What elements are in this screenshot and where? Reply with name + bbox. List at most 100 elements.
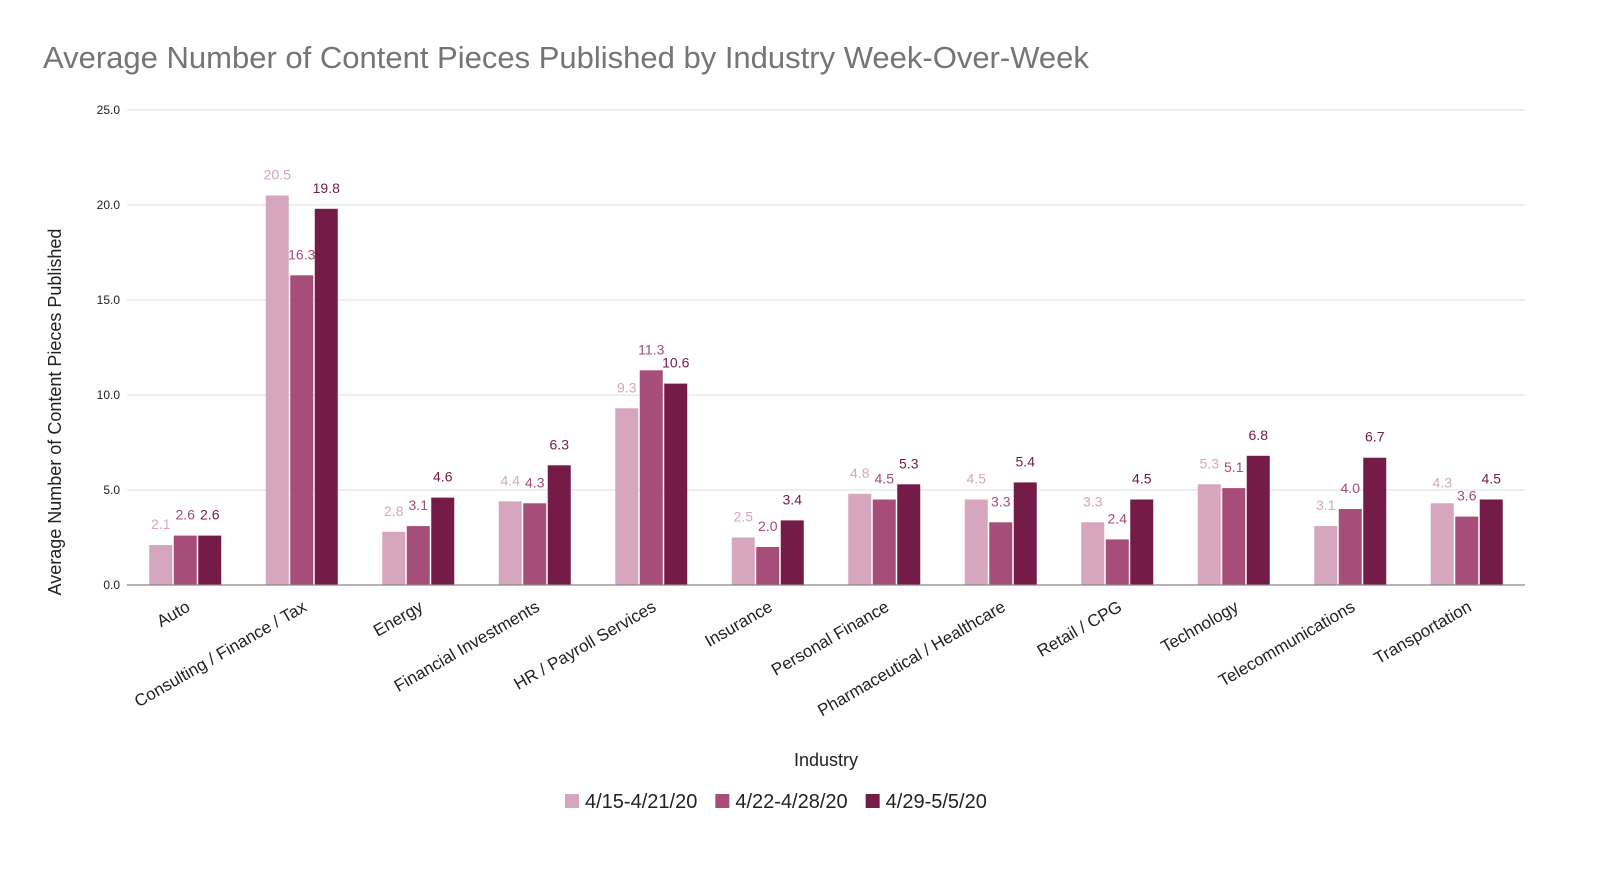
y-tick-label: 5.0 [103,483,120,497]
data-label: 5.1 [1224,459,1244,475]
y-tick-label: 0.0 [103,578,120,592]
x-category-label: Pharmaceutical / Healthcare [814,597,1008,720]
data-label: 2.4 [1108,510,1128,526]
bar [547,465,571,585]
bar [1338,509,1362,585]
y-tick-label: 15.0 [97,293,121,307]
data-label: 2.6 [176,507,196,523]
data-label: 2.8 [384,503,404,519]
data-label: 4.3 [1433,474,1453,490]
bar [198,535,222,585]
bar [1314,526,1338,585]
x-category-label: Transportation [1371,597,1475,668]
data-label: 3.3 [991,493,1011,509]
data-label: 4.4 [501,472,521,488]
bar [964,499,988,585]
bar [290,275,314,585]
bar [314,208,338,586]
data-label: 4.5 [875,471,895,487]
bar [1246,455,1270,585]
bar [406,526,430,585]
bar [1479,499,1503,585]
y-tick-label: 20.0 [97,198,121,212]
data-label: 3.4 [783,491,803,507]
bar [897,484,921,585]
legend-swatch [715,794,730,808]
x-category-label: Energy [370,597,427,641]
data-label: 6.7 [1365,429,1385,445]
chart-title: Average Number of Content Pieces Publish… [43,40,1089,75]
data-label: 6.3 [550,436,570,452]
bar [639,370,663,585]
data-label: 19.8 [313,180,340,196]
y-axis-title: Average Number of Content Pieces Publish… [45,229,65,596]
data-label: 2.5 [734,509,754,525]
bar [382,531,406,585]
x-category-label: Auto [153,597,193,631]
data-label: 4.6 [433,469,453,485]
data-label: 9.3 [617,379,637,395]
bar [1197,484,1221,585]
bar [498,501,522,585]
bar [431,497,455,585]
data-label: 4.5 [1132,471,1152,487]
bar [173,535,197,585]
data-label: 2.0 [758,518,778,534]
bar [1455,516,1479,585]
bar [1105,539,1129,585]
y-tick-label: 25.0 [97,103,121,117]
bar [872,499,896,585]
bar [149,545,173,585]
data-label: 6.8 [1249,427,1269,443]
data-label: 3.1 [409,497,429,513]
y-tick-label: 10.0 [97,388,121,402]
data-label: 16.3 [288,246,315,262]
bar [1081,522,1105,585]
data-label: 3.3 [1083,493,1103,509]
data-label: 5.3 [1200,455,1220,471]
x-category-label: Retail / CPG [1034,597,1125,661]
y-axis-ticks: 0.0 5.0 10.0 15.0 20.0 25.0 [97,103,121,592]
data-label: 10.6 [662,355,689,371]
data-label: 4.8 [850,465,870,481]
bar [989,522,1013,585]
data-label: 3.1 [1316,497,1336,513]
bars [149,195,1503,586]
legend-swatch [865,794,880,808]
data-label: 3.6 [1457,488,1477,504]
bar [780,520,804,585]
data-label: 4.5 [1482,471,1502,487]
bar [523,503,547,585]
bar [265,195,289,585]
bar [664,383,688,585]
legend-swatch [565,794,579,808]
bar [1430,503,1454,585]
x-category-label: Technology [1158,597,1242,657]
legend-label: 4/22-4/28/20 [735,791,847,813]
bar [615,408,639,585]
data-label: 2.1 [151,516,171,532]
bar [1130,499,1154,585]
bar [1363,457,1387,585]
data-label: 4.5 [967,471,987,487]
data-label: 2.6 [200,507,220,523]
data-label: 5.4 [1016,453,1036,469]
data-label: 4.0 [1341,480,1361,496]
data-labels: 2.12.6 2.620.516.319.82.8 3.14.6 4.4 4.36.39… [151,167,1501,535]
x-axis-title: Industry [794,750,858,770]
data-label: 5.3 [899,455,919,471]
bar [731,537,755,585]
bar [848,493,872,585]
gridlines [127,109,1525,491]
data-label: 11.3 [638,341,664,357]
data-label: 4.3 [525,474,545,490]
data-label: 20.5 [264,167,291,183]
bar [1222,488,1246,585]
legend-label: 4/29-5/5/20 [886,791,987,813]
legend-label: 4/15-4/21/20 [585,791,697,813]
bar [756,547,780,585]
bar [1013,482,1037,585]
x-category-label: Personal Finance [768,597,892,680]
